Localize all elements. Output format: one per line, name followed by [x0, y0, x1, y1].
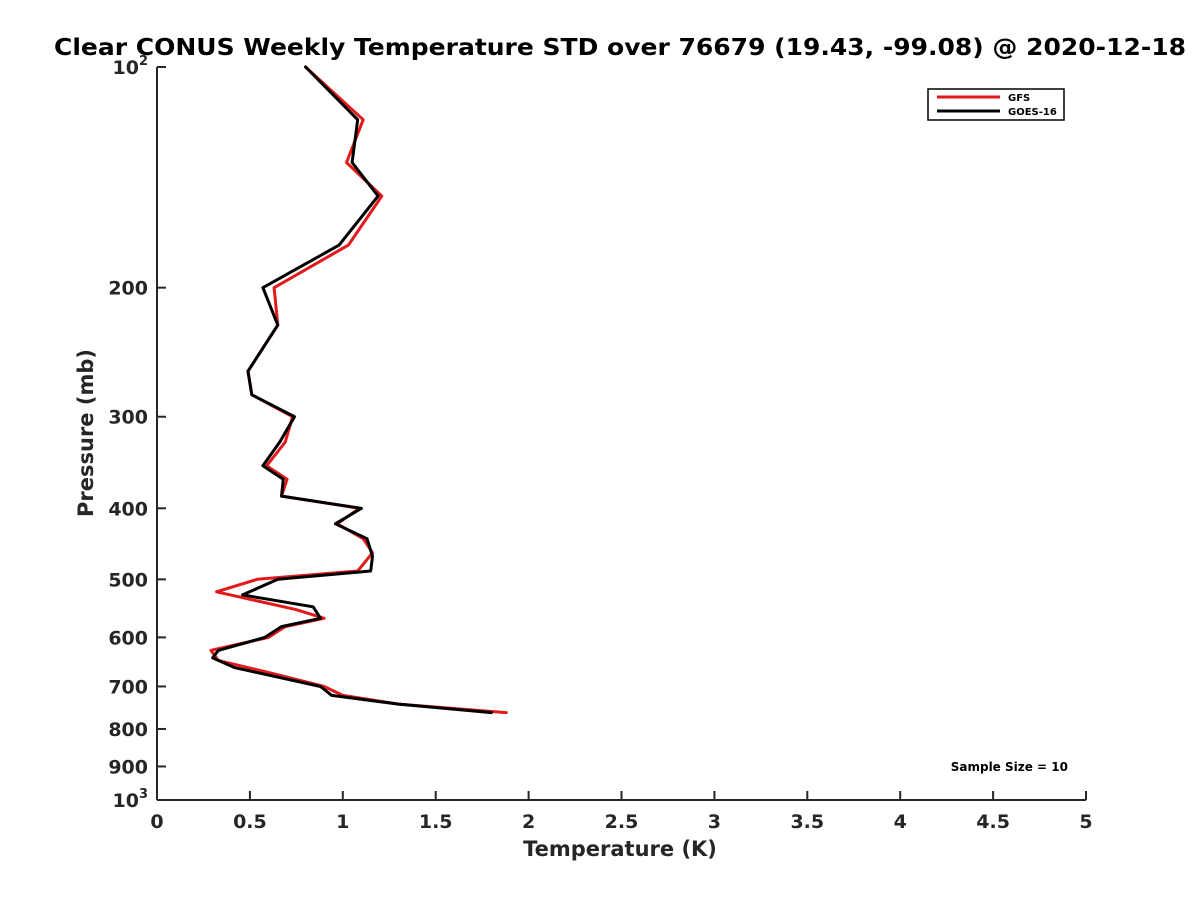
x-tick-label-1: 0.5: [233, 811, 267, 833]
y-tick-label-7: 800: [108, 719, 148, 741]
chart-title: Clear CONUS Weekly Temperature STD over …: [54, 35, 1186, 61]
legend: GFS GOES-16: [927, 88, 1065, 121]
series-line-goes-16: [211, 65, 493, 715]
y-tick-label-5: 600: [108, 627, 148, 649]
x-tick-label-8: 4: [894, 811, 907, 833]
series-group: [209, 65, 508, 715]
x-tick-label-5: 2.5: [605, 811, 639, 833]
x-tick-label-10: 5: [1079, 811, 1092, 833]
y-tick-label-0: 102: [113, 54, 149, 79]
x-axis-label: Temperature (K): [523, 837, 717, 861]
x-tick-label-0: 0: [150, 811, 163, 833]
legend-box: [927, 88, 1065, 121]
y-tick-label-3: 400: [108, 498, 148, 520]
y-tick-label-1: 200: [108, 278, 148, 300]
legend-label-goes16: GOES-16: [1008, 107, 1057, 118]
x-tick-label-9: 4.5: [976, 811, 1010, 833]
x-tick-label-4: 2: [522, 811, 535, 833]
y-tick-label-4: 500: [108, 569, 148, 591]
x-tick-label-7: 3.5: [790, 811, 824, 833]
y-tick-label-2: 300: [108, 407, 148, 429]
axes-group: 0 0.5 1 1.5 2 2.5 3 3.5 4 4.5 5 102 200 300 400 500 600 7…: [108, 54, 1092, 833]
x-tick-label-2: 1: [336, 811, 349, 833]
x-tick-label-6: 3: [708, 811, 721, 833]
legend-label-gfs: GFS: [1008, 93, 1030, 104]
y-tick-label-8: 900: [108, 756, 148, 778]
x-tick-label-3: 1.5: [419, 811, 453, 833]
y-tick-label-9: 103: [113, 787, 149, 812]
sample-size-annotation: Sample Size = 10: [951, 760, 1068, 774]
y-tick-label-6: 700: [108, 676, 148, 698]
y-axis-label: Pressure (mb): [74, 349, 98, 517]
